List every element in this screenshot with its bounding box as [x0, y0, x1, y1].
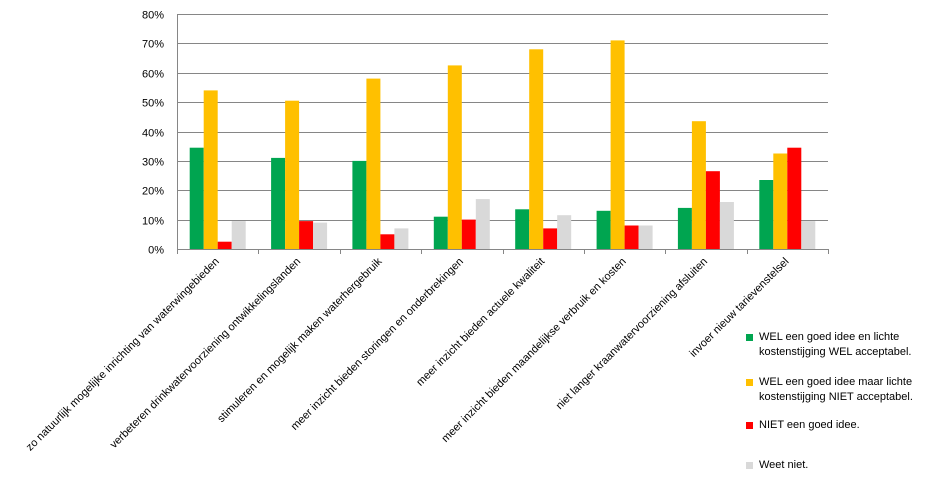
legend-label-line: kostenstijging WEL acceptabel. [759, 346, 912, 358]
y-tick-label: 20% [142, 186, 164, 198]
y-tick-label: 0% [148, 245, 164, 257]
bar [638, 225, 653, 249]
y-tick-label: 80% [142, 10, 164, 22]
bar [189, 147, 204, 249]
category-label: stimuleren en mogelijk maken waterhergeb… [215, 255, 385, 425]
bar [719, 202, 734, 249]
legend-swatch [746, 334, 753, 341]
bar [394, 228, 409, 249]
legend-item-niet-goed-idee: NIET een goed idee. [746, 418, 860, 433]
y-tick-label: 60% [142, 69, 164, 81]
bar [285, 100, 300, 249]
legend-label-line: WEL een goed idee en lichte [759, 331, 900, 343]
category-labels: zo natuurlijk mogelijke inrichting van w… [24, 255, 791, 453]
bar [231, 221, 246, 249]
bar [217, 241, 232, 249]
bar [705, 171, 720, 249]
bar [515, 209, 530, 249]
bar [352, 160, 367, 249]
y-tick-label: 40% [142, 128, 164, 140]
x-axis [177, 14, 829, 254]
bar [271, 157, 286, 249]
bar [773, 153, 788, 249]
category-label: meer inzicht bieden actuele kwaliteit [414, 256, 547, 389]
bar [677, 207, 692, 249]
legend-label: WEL een goed idee maar lichte kostenstij… [759, 375, 913, 405]
bar [461, 219, 476, 249]
bar [557, 215, 572, 249]
legend-label: WEL een goed idee en lichte kostenstijgi… [759, 330, 911, 360]
y-tick-label: 70% [142, 39, 164, 51]
bar [203, 90, 218, 250]
bar [299, 221, 314, 249]
bar [313, 222, 328, 249]
bar [380, 234, 395, 249]
legend-item-wel-acceptabel: WEL een goed idee en lichte kostenstijgi… [746, 330, 911, 360]
bar [433, 216, 448, 249]
legend-swatch [746, 422, 753, 429]
legend-item-wel-niet-acceptabel: WEL een goed idee maar lichte kostenstij… [746, 375, 913, 405]
bar [759, 180, 774, 249]
category-label: meer inzicht bieden maandelijkse verbrui… [439, 256, 628, 445]
bar [529, 49, 544, 250]
category-label: niet langer kraanwatervoorziening afslui… [554, 256, 710, 412]
bar [691, 121, 706, 249]
category-label: zo natuurlijk mogelijke inrichting van w… [24, 256, 222, 454]
legend-label-line: WEL een goed idee maar lichte [759, 376, 913, 388]
legend-swatch [746, 462, 753, 469]
y-tick-label: 10% [142, 216, 164, 228]
bars [189, 40, 816, 250]
legend-label: Weet niet. [759, 459, 809, 471]
bar [596, 210, 611, 249]
legend-swatch [746, 379, 753, 386]
bar [543, 228, 558, 249]
bar [801, 221, 816, 249]
legend-label: NIET een goed idee. [759, 419, 860, 431]
category-label: meer inzicht bieden storingen en onderbr… [289, 256, 466, 433]
y-axis-ticks: 0% 10% 20% 30% 40% 50% 60% 70% 80% [142, 10, 164, 257]
legend-label-line: kostenstijging NIET acceptabel. [759, 391, 913, 403]
bar [447, 65, 462, 250]
bar [366, 78, 381, 249]
bar [787, 147, 802, 249]
legend-item-weet-niet: Weet niet. [746, 458, 808, 473]
y-tick-label: 30% [142, 157, 164, 169]
bar [475, 199, 490, 249]
bar [624, 225, 639, 249]
category-label: verbeteren drinkwatervoorziening ontwikk… [108, 256, 303, 451]
bar [610, 40, 625, 250]
y-tick-label: 50% [142, 98, 164, 110]
